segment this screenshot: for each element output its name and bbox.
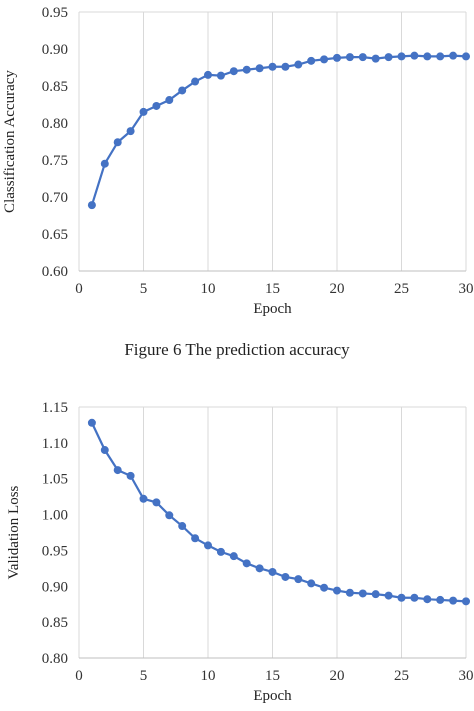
data-point <box>87 418 96 427</box>
y-tick-label: 1.10 <box>42 436 68 452</box>
y-tick-label: 0.85 <box>42 79 68 95</box>
x-tick-label: 10 <box>201 281 216 297</box>
data-point <box>100 159 109 168</box>
x-tick-label: 20 <box>330 668 345 684</box>
data-point <box>384 53 393 62</box>
y-tick-label: 0.95 <box>42 543 68 559</box>
data-point <box>100 446 109 455</box>
data-point <box>397 593 406 602</box>
data-point <box>397 52 406 61</box>
data-point <box>152 101 161 110</box>
data-point <box>216 547 225 556</box>
data-point <box>229 552 238 561</box>
x-tick-label: 5 <box>140 668 148 684</box>
data-point <box>139 107 148 116</box>
y-tick-label: 0.80 <box>42 116 68 132</box>
data-point <box>178 86 187 95</box>
data-point <box>449 596 458 605</box>
y-tick-label: 0.95 <box>42 5 68 21</box>
data-point <box>345 53 354 62</box>
x-tick-label: 25 <box>394 281 409 297</box>
loss-chart: 0 5 10 15 20 25 30 0.80 0.85 0.90 0.95 1.00 1.05 1.10… <box>6 400 474 704</box>
y-tick-label: 1.00 <box>42 508 68 524</box>
data-point <box>410 51 419 60</box>
y-tick-label: 0.90 <box>42 42 68 58</box>
data-point <box>204 541 212 550</box>
data-point <box>436 595 445 604</box>
data-point <box>281 572 290 581</box>
x-tick-label: 20 <box>330 281 345 297</box>
data-point <box>255 64 264 73</box>
data-point <box>191 534 200 543</box>
data-point <box>242 559 251 568</box>
data-point <box>281 62 290 71</box>
data-point <box>268 62 277 71</box>
data-point <box>320 583 329 592</box>
data-point <box>255 564 264 573</box>
data-point <box>113 466 122 475</box>
y-axis-label: Validation Loss <box>6 485 22 579</box>
x-tick-label: 0 <box>75 281 83 297</box>
data-point <box>126 471 135 480</box>
x-tick-label: 30 <box>459 668 474 684</box>
data-point <box>165 96 174 105</box>
x-axis-label: Epoch <box>253 301 292 317</box>
data-point <box>371 590 380 599</box>
data-point <box>436 52 445 61</box>
x-tick-label: 15 <box>265 281 280 297</box>
data-point <box>371 54 380 63</box>
y-tick-label: 1.05 <box>42 472 68 488</box>
data-point <box>384 591 393 600</box>
data-point <box>152 498 161 507</box>
y-axis-label: Classification Accuracy <box>2 70 18 213</box>
y-tick-label: 0.75 <box>42 153 68 169</box>
data-point <box>358 53 367 62</box>
data-point <box>345 588 354 597</box>
data-point <box>462 52 470 61</box>
data-point <box>294 575 303 584</box>
data-point <box>294 60 303 69</box>
figure-caption: Figure 6 The prediction accuracy <box>124 340 350 359</box>
series-line <box>90 54 467 206</box>
data-point <box>229 67 238 76</box>
accuracy-chart: 0 5 10 15 20 25 30 0.60 0.65 0.70 0.75 0.80 0.85 0.90… <box>2 5 474 317</box>
data-point <box>462 597 470 606</box>
x-tick-label: 25 <box>394 668 409 684</box>
data-point <box>449 51 458 60</box>
data-point <box>126 127 135 136</box>
x-tick-label: 0 <box>75 668 83 684</box>
data-point <box>307 579 316 588</box>
data-point <box>216 71 225 80</box>
y-tick-label: 0.90 <box>42 579 68 595</box>
data-point <box>320 55 329 64</box>
data-point <box>165 511 174 520</box>
series-line <box>90 422 467 603</box>
x-tick-label: 15 <box>265 668 280 684</box>
y-tick-label: 0.60 <box>42 264 68 280</box>
data-point <box>268 567 277 576</box>
data-point <box>139 494 148 503</box>
data-point <box>307 56 316 65</box>
x-axis-label: Epoch <box>253 688 292 704</box>
data-point <box>178 522 187 531</box>
data-point <box>358 589 367 598</box>
data-point <box>333 586 341 595</box>
y-tick-label: 1.15 <box>42 400 68 416</box>
data-point <box>410 593 419 602</box>
y-tick-label: 0.70 <box>42 190 68 206</box>
data-point <box>204 70 212 79</box>
y-tick-label: 0.85 <box>42 615 68 631</box>
x-tick-label: 5 <box>140 281 148 297</box>
data-point <box>423 595 432 604</box>
data-point <box>87 201 96 210</box>
data-point <box>191 77 200 86</box>
x-tick-label: 30 <box>459 281 474 297</box>
data-point <box>333 53 341 62</box>
y-tick-label: 0.65 <box>42 227 68 243</box>
data-point <box>242 65 251 74</box>
x-tick-label: 10 <box>201 668 216 684</box>
data-point <box>423 52 432 61</box>
data-point <box>113 138 122 147</box>
y-tick-label: 0.80 <box>42 651 68 667</box>
